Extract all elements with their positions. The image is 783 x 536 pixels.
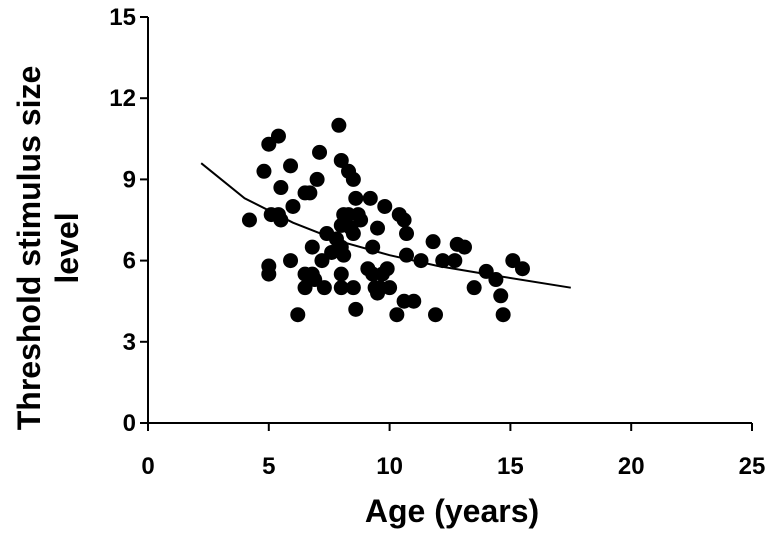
- y-axis-title-line-2: level: [49, 212, 85, 283]
- y-tick-label: 6: [123, 248, 136, 275]
- data-point: [377, 198, 393, 214]
- data-point: [285, 198, 301, 214]
- data-point: [493, 288, 509, 304]
- data-point: [333, 280, 349, 296]
- data-point: [488, 272, 504, 288]
- data-point: [309, 171, 325, 187]
- data-point: [273, 212, 289, 228]
- data-point: [302, 185, 318, 201]
- data-point: [447, 253, 463, 269]
- data-point: [290, 307, 306, 323]
- y-tick-label: 3: [123, 329, 136, 356]
- data-point: [270, 128, 286, 144]
- data-point: [261, 258, 277, 274]
- data-point: [348, 301, 364, 317]
- data-point: [336, 247, 352, 263]
- data-point: [312, 144, 328, 160]
- x-axis-title: Age (years): [365, 493, 539, 529]
- data-point: [348, 190, 364, 206]
- axes: 0 3 6 9 12 15 0 5 10 15 20 25: [109, 4, 765, 480]
- y-axis-title: Threshold stimulus size level: [11, 66, 85, 431]
- data-point: [241, 212, 257, 228]
- data-point: [316, 280, 332, 296]
- x-tick-label: 25: [739, 453, 766, 480]
- data-point: [413, 253, 429, 269]
- data-point: [365, 239, 381, 255]
- x-tick-label: 5: [262, 453, 275, 480]
- data-point: [362, 190, 378, 206]
- data-point: [379, 261, 395, 277]
- data-point: [406, 293, 422, 309]
- y-axis-title-line-1: Threshold stimulus size: [11, 66, 47, 431]
- data-points: [241, 117, 530, 323]
- y-tick-label: 12: [109, 85, 136, 112]
- data-point: [428, 307, 444, 323]
- data-point: [399, 226, 415, 242]
- data-point: [399, 247, 415, 263]
- data-point: [435, 253, 451, 269]
- data-point: [345, 171, 361, 187]
- data-point: [396, 212, 412, 228]
- data-point: [353, 212, 369, 228]
- data-point: [382, 280, 398, 296]
- data-point: [370, 220, 386, 236]
- data-point: [283, 253, 299, 269]
- data-point: [425, 234, 441, 250]
- data-point: [345, 226, 361, 242]
- data-point: [331, 117, 347, 133]
- x-tick-label: 20: [618, 453, 645, 480]
- data-point: [345, 280, 361, 296]
- data-point: [273, 180, 289, 196]
- data-point: [283, 158, 299, 174]
- data-point: [456, 239, 472, 255]
- x-tick-label: 0: [141, 453, 154, 480]
- data-point: [304, 239, 320, 255]
- y-axis-ticks: 0 3 6 9 12 15: [109, 4, 148, 437]
- x-tick-label: 15: [497, 453, 524, 480]
- data-point: [256, 163, 272, 179]
- y-tick-label: 0: [123, 410, 136, 437]
- data-point: [389, 307, 405, 323]
- x-axis-ticks: 0 5 10 15 20 25: [141, 423, 765, 480]
- x-tick-label: 10: [376, 453, 403, 480]
- data-point: [333, 152, 349, 168]
- data-point: [514, 261, 530, 277]
- y-tick-label: 9: [123, 166, 136, 193]
- data-point: [333, 266, 349, 282]
- data-point: [466, 280, 482, 296]
- data-point: [495, 307, 511, 323]
- y-tick-label: 15: [109, 4, 136, 31]
